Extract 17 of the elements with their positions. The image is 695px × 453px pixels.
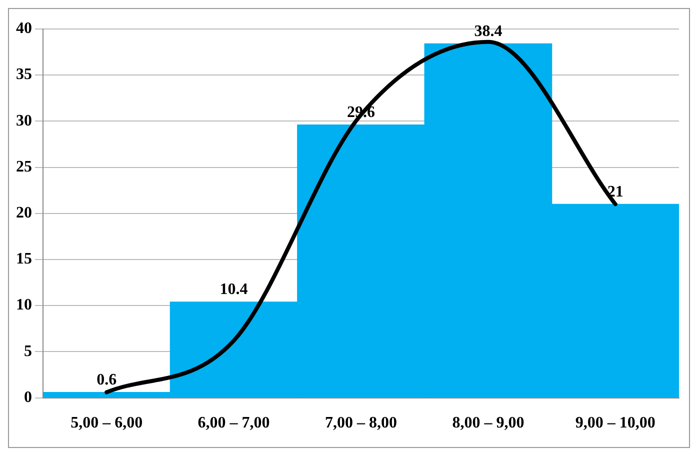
x-tick-label: 6,00 – 7,00	[198, 414, 270, 432]
data-label: 0.6	[96, 371, 117, 388]
x-tick-label: 8,00 – 9,00	[452, 414, 524, 432]
data-label: 38.4	[474, 22, 502, 40]
y-tick-label: 15	[16, 250, 32, 268]
y-tick-label: 30	[16, 112, 32, 130]
x-tick-label: 9,00 – 10,00	[575, 414, 656, 432]
y-tick-label: 35	[16, 66, 32, 84]
y-tick-label: 20	[16, 204, 32, 222]
y-tick-label: 25	[16, 158, 32, 176]
x-tick-label: 7,00 – 8,00	[325, 414, 397, 432]
y-tick-label: 0	[24, 388, 32, 406]
y-tick-label: 5	[24, 342, 32, 360]
y-tick-label: 40	[16, 20, 32, 38]
y-tick-label: 10	[16, 296, 32, 314]
data-label: 10.4	[220, 281, 248, 298]
x-tick-label: 5,00 – 6,00	[70, 414, 143, 432]
